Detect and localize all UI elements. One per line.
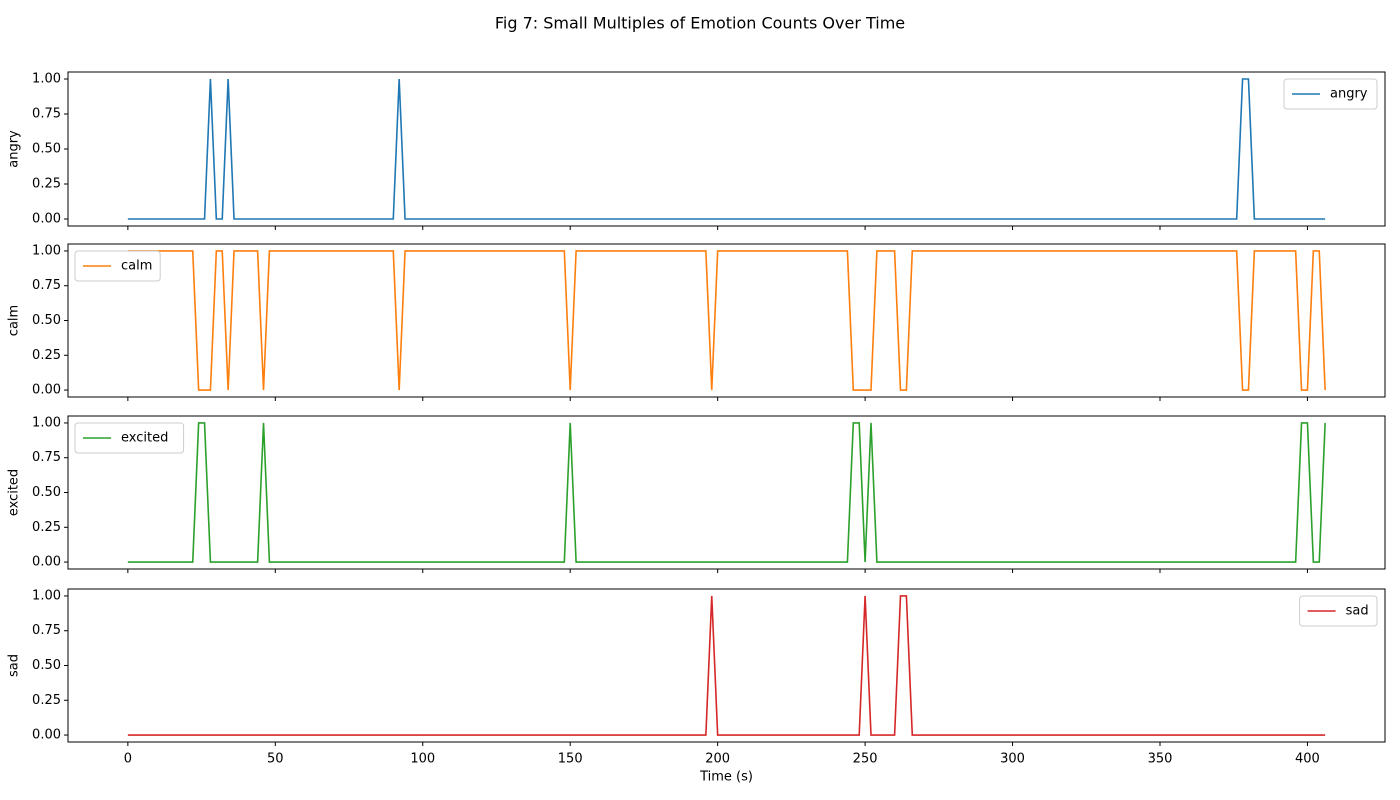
- legend-box: [1283, 78, 1378, 110]
- line: [127, 250, 1326, 391]
- axes-frame: [67, 415, 1386, 570]
- legend-box: [74, 250, 161, 282]
- x-tick-label: 50: [267, 752, 284, 767]
- y-tick-label: 0.25: [32, 177, 61, 192]
- legend-box: [74, 422, 185, 454]
- y-tick-label: 0.75: [32, 278, 61, 293]
- y-tick-label: 0.25: [32, 520, 61, 535]
- legend-label: excited: [121, 431, 168, 446]
- y-tick-label: 0.25: [32, 348, 61, 363]
- y-axis-label: angry: [7, 130, 22, 168]
- y-tick-label: 0.00: [32, 728, 61, 743]
- y-axis-label: calm: [7, 305, 22, 336]
- y-tick-label: 0.00: [32, 383, 61, 398]
- x-tick-label: 0: [124, 752, 132, 767]
- y-tick-label: 1.00: [32, 72, 61, 87]
- y-tick-label: 0.75: [32, 107, 61, 122]
- x-tick-label: 150: [558, 752, 583, 767]
- y-tick-label: 0.50: [32, 485, 61, 500]
- y-tick-label: 0.50: [32, 658, 61, 673]
- x-tick-label: 400: [1295, 752, 1320, 767]
- line: [127, 422, 1326, 563]
- y-tick-label: 0.00: [32, 212, 61, 227]
- line: [127, 595, 1326, 736]
- legend-box: [1299, 595, 1378, 627]
- x-axis-label: Time (s): [699, 770, 753, 785]
- x-tick-label: 250: [853, 752, 878, 767]
- x-tick-label: 300: [1000, 752, 1025, 767]
- axes-frame: [67, 588, 1386, 743]
- axes-frame: [67, 243, 1386, 398]
- x-tick-label: 100: [410, 752, 435, 767]
- y-axis-label: excited: [7, 469, 22, 516]
- y-tick-label: 1.00: [32, 243, 61, 258]
- y-tick-label: 0.75: [32, 623, 61, 638]
- y-axis-label: sad: [7, 654, 22, 677]
- figure-title: Fig 7: Small Multiples of Emotion Counts…: [495, 14, 905, 33]
- legend-label: sad: [1346, 604, 1369, 619]
- axes-frame: [67, 71, 1386, 227]
- y-tick-label: 1.00: [32, 588, 61, 603]
- legend-label: calm: [121, 259, 152, 274]
- y-tick-label: 0.75: [32, 450, 61, 465]
- y-tick-label: 0.50: [32, 313, 61, 328]
- x-tick-label: 200: [705, 752, 730, 767]
- y-tick-label: 0.00: [32, 555, 61, 570]
- y-tick-label: 1.00: [32, 415, 61, 430]
- y-tick-label: 0.25: [32, 693, 61, 708]
- y-tick-label: 0.50: [32, 142, 61, 157]
- x-tick-label: 350: [1148, 752, 1173, 767]
- line: [127, 78, 1326, 220]
- legend-label: angry: [1330, 87, 1368, 102]
